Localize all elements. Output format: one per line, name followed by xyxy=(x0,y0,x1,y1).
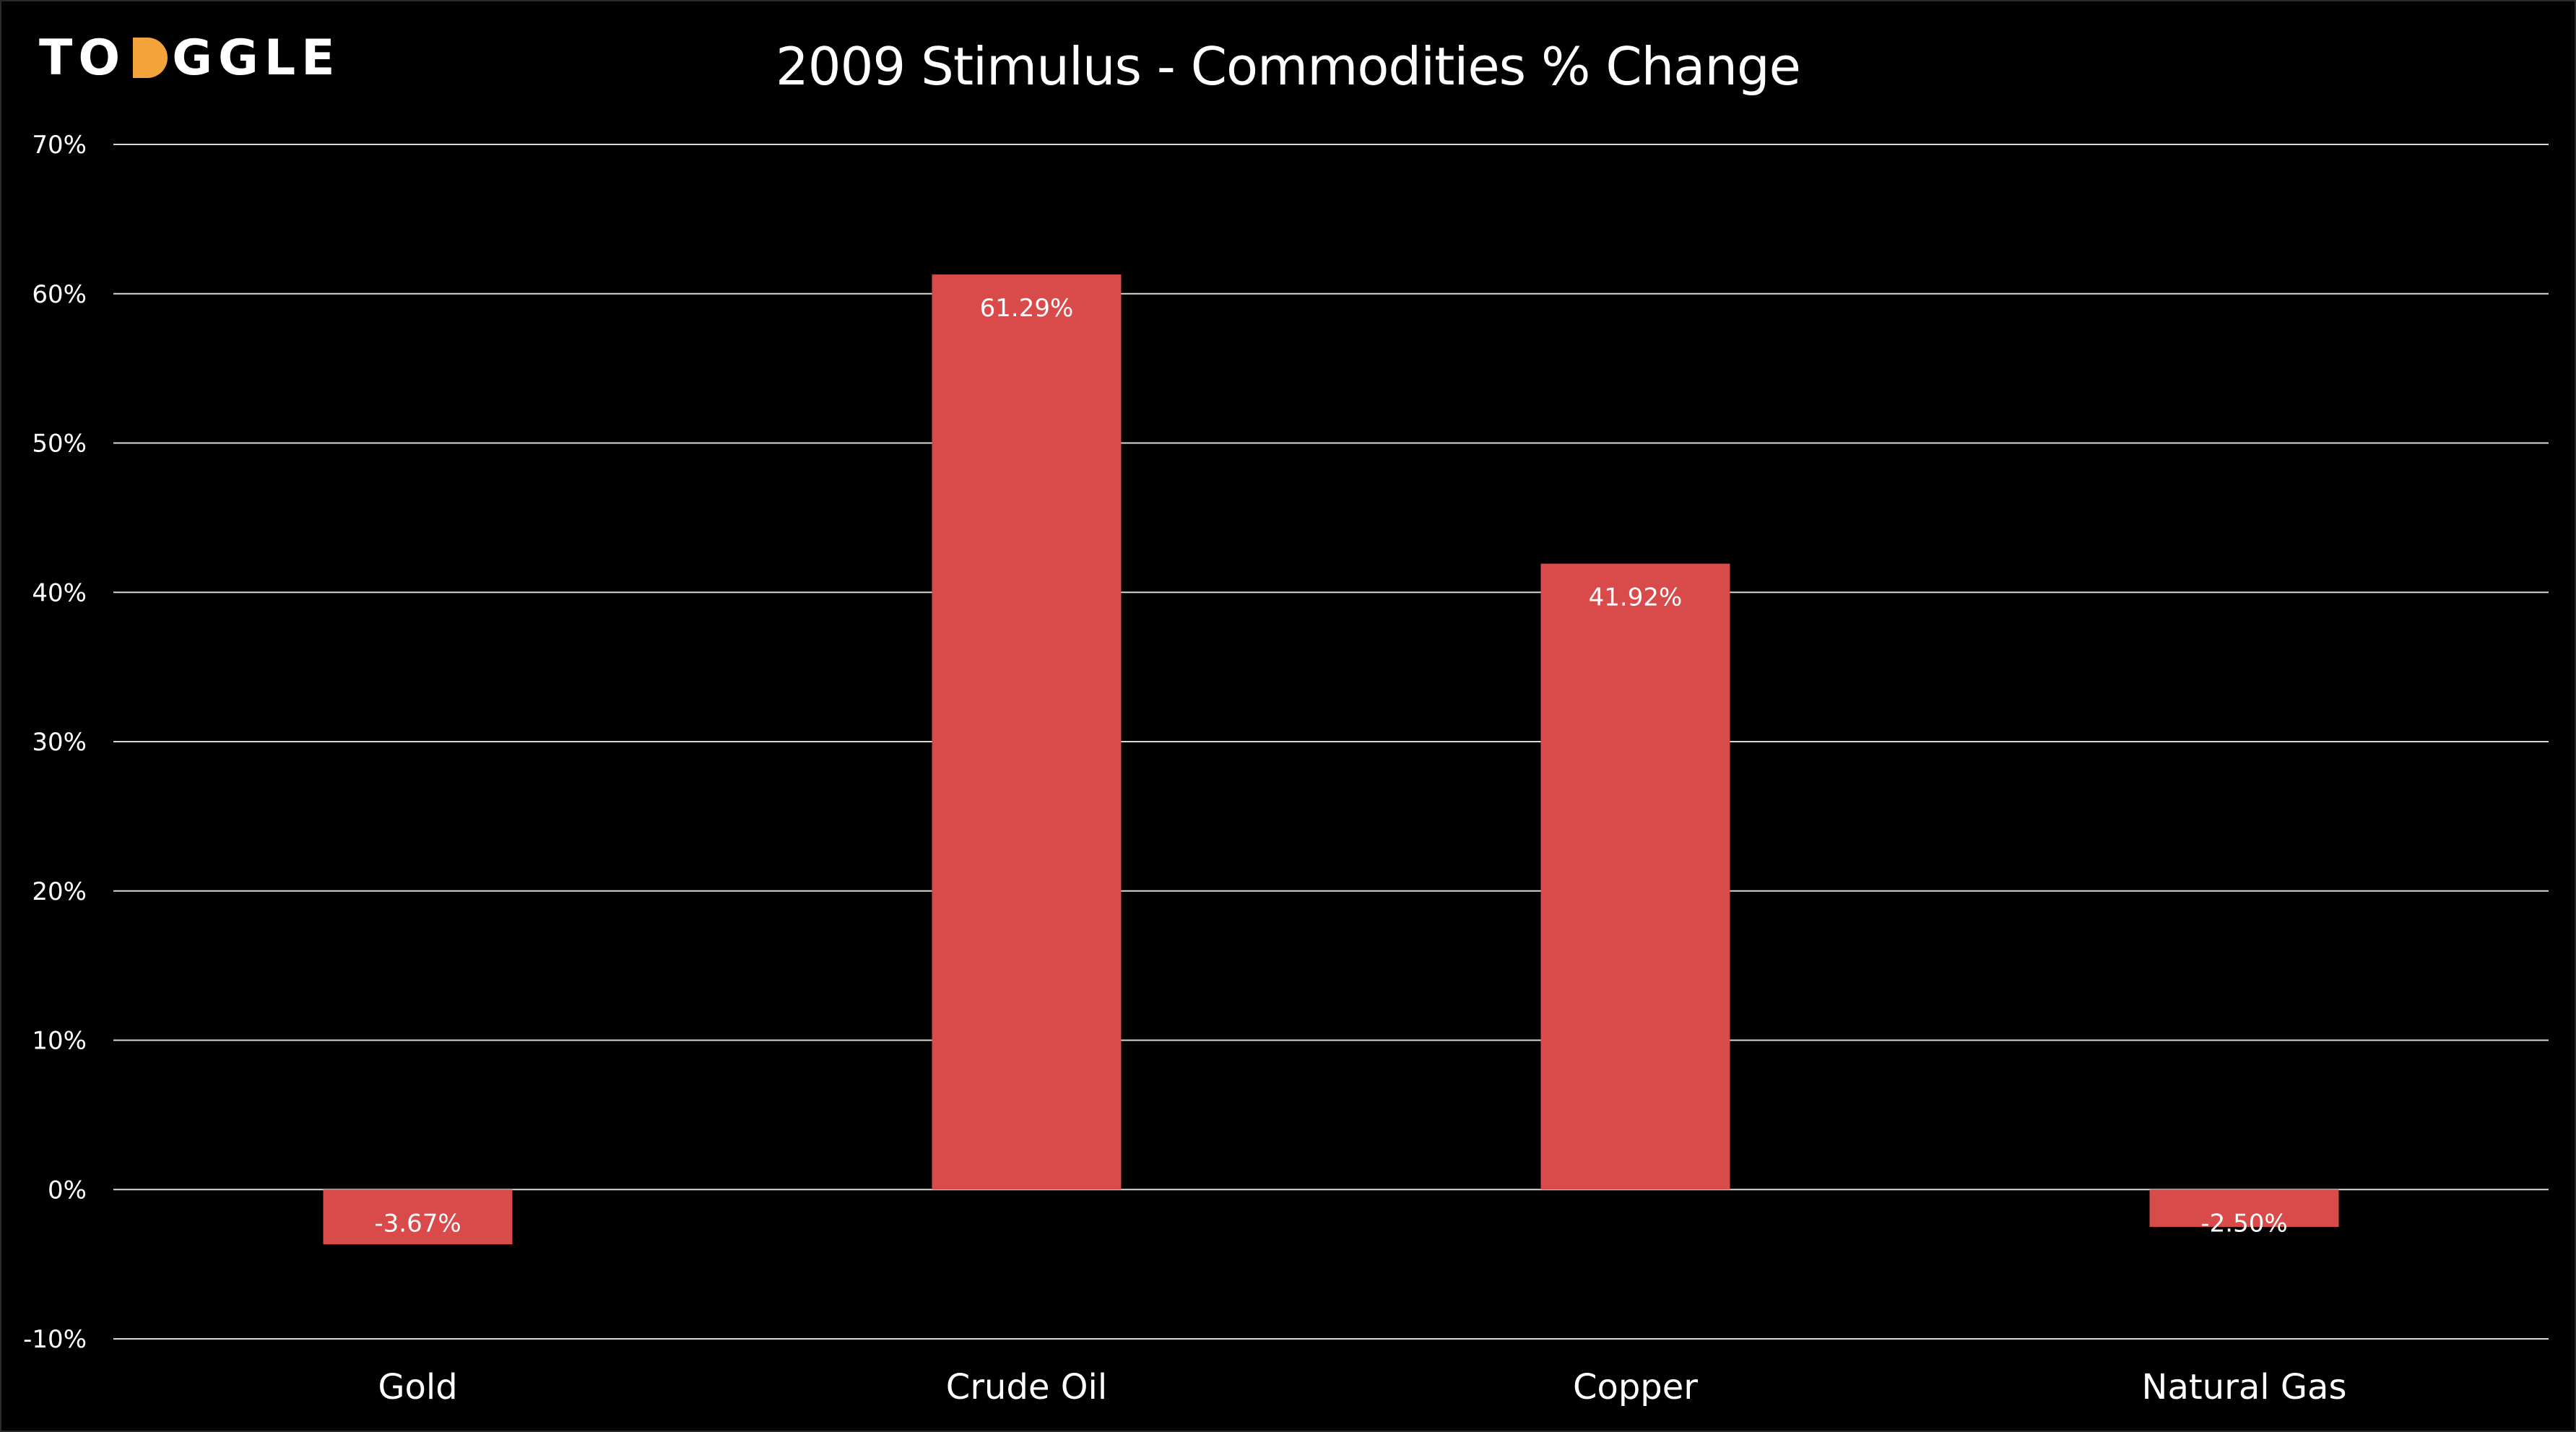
data-label: 61.29% xyxy=(980,294,1074,323)
x-tick-label: Natural Gas xyxy=(2142,1367,2347,1407)
data-label: 41.92% xyxy=(1589,583,1683,612)
bar xyxy=(2149,1189,2339,1227)
bar xyxy=(323,1189,513,1245)
y-tick-label: -10% xyxy=(23,1325,87,1354)
bar xyxy=(1540,563,1730,1190)
logo-text-start: TO xyxy=(39,29,126,87)
bar xyxy=(932,274,1122,1190)
logo-text-end: GGLE xyxy=(172,29,341,87)
logo-half-moon-icon xyxy=(133,38,168,78)
data-label: -2.50% xyxy=(2200,1209,2287,1238)
x-tick-label: Crude Oil xyxy=(946,1367,1107,1407)
y-tick-label: 10% xyxy=(32,1027,87,1056)
x-tick-label: Gold xyxy=(378,1367,457,1407)
chart-title: 2009 Stimulus - Commodities % Change xyxy=(776,36,1801,97)
y-tick-label: 50% xyxy=(32,430,87,459)
data-label: -3.67% xyxy=(374,1209,461,1238)
y-tick-label: 30% xyxy=(32,728,87,757)
toggle-logo: TO GGLE xyxy=(39,29,341,87)
x-tick-label: Copper xyxy=(1573,1367,1698,1407)
logo-accent-shape xyxy=(133,38,168,78)
y-tick-label: 60% xyxy=(32,280,87,309)
y-tick-label: 70% xyxy=(32,131,87,160)
y-tick-label: 0% xyxy=(48,1176,87,1205)
y-tick-label: 20% xyxy=(32,877,87,906)
y-tick-label: 40% xyxy=(32,578,87,607)
